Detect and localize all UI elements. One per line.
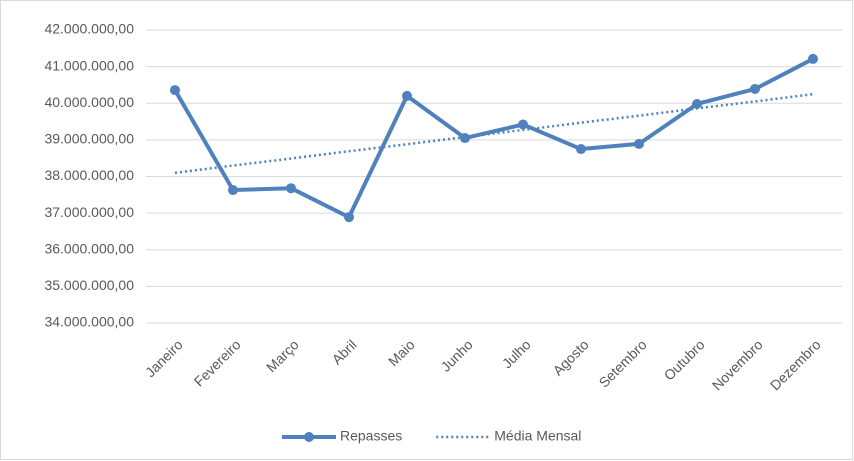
legend-marker — [304, 432, 314, 442]
y-tick-label: 37.000.000,00 — [44, 204, 134, 220]
data-point — [402, 90, 412, 101]
trend-line — [174, 92, 814, 175]
y-tick-label: 39.000.000,00 — [44, 131, 134, 147]
y-tick-label: 41.000.000,00 — [44, 57, 134, 73]
y-tick-label: 34.000.000,00 — [44, 314, 134, 330]
legend-label: Média Mensal — [494, 428, 581, 444]
y-tick-label: 42.000.000,00 — [44, 21, 134, 37]
data-point — [576, 144, 586, 155]
y-tick-label: 36.000.000,00 — [44, 240, 134, 256]
y-tick-label: 35.000.000,00 — [44, 277, 134, 293]
data-line — [173, 57, 814, 220]
data-point — [344, 212, 354, 223]
data-point — [286, 183, 296, 194]
data-point — [518, 119, 528, 130]
y-tick-label: 40.000.000,00 — [44, 94, 134, 110]
data-point — [808, 53, 818, 64]
data-point — [692, 98, 702, 109]
data-point — [170, 85, 180, 96]
y-tick-label: 38.000.000,00 — [44, 167, 134, 183]
data-point — [634, 138, 644, 149]
data-point — [750, 83, 760, 94]
legend-label: Repasses — [340, 428, 402, 444]
data-point — [228, 185, 238, 196]
data-point — [460, 133, 470, 144]
